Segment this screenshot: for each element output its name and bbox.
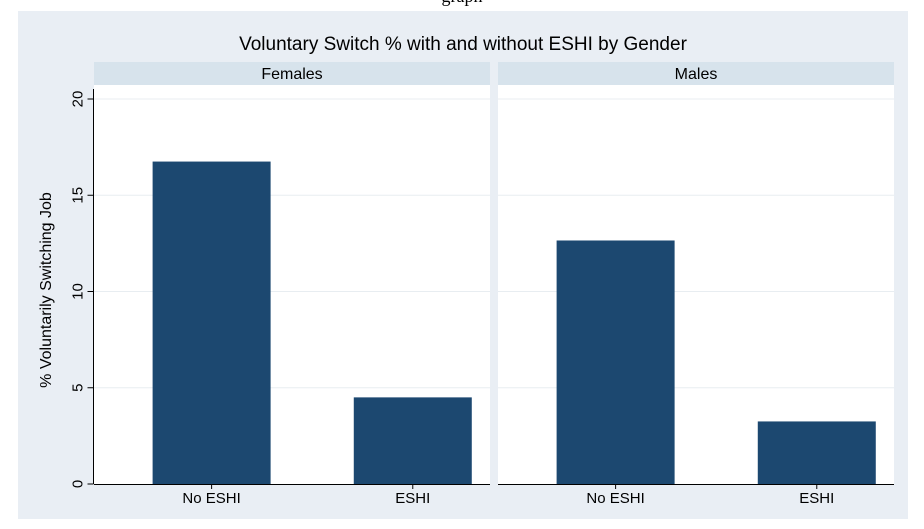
- y-tick-label: 20: [70, 91, 87, 108]
- cut-off-caption: graph: [0, 0, 924, 6]
- panel-strip-males: [498, 62, 894, 85]
- bar-females-eshi: [353, 397, 472, 484]
- y-tick-label: 5: [70, 384, 87, 392]
- x-tick-label: No ESHI: [182, 490, 240, 507]
- x-tick-label: ESHI: [395, 490, 430, 507]
- y-tick-label: 10: [70, 283, 87, 300]
- y-axis-label: % Voluntarily Switching Job: [38, 192, 55, 388]
- panel-label-males: Males: [675, 66, 718, 83]
- chart-title: Voluntary Switch % with and without ESHI…: [239, 34, 687, 55]
- bar-males-eshi: [757, 421, 876, 484]
- bar-females-no-eshi: [152, 161, 271, 484]
- y-tick-label: 0: [70, 480, 87, 488]
- y-tick-label: 15: [70, 187, 87, 204]
- bar-males-no-eshi: [556, 240, 675, 484]
- x-tick-label: ESHI: [799, 490, 834, 507]
- panel-label-females: Females: [261, 66, 322, 83]
- x-tick-label: No ESHI: [586, 490, 644, 507]
- panel-strip-females: [94, 62, 490, 85]
